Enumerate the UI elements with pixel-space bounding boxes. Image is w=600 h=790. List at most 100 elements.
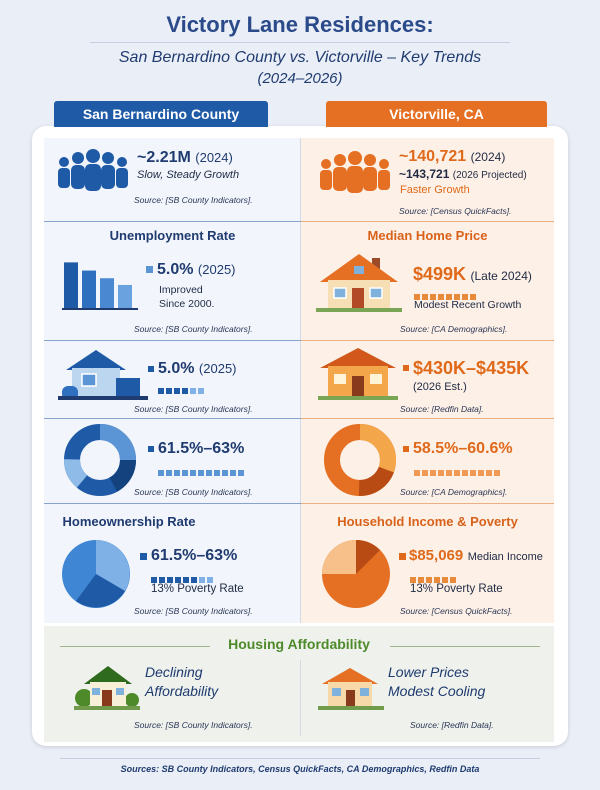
- population-right-projected-value: ~143,721: [399, 167, 450, 181]
- indicator-square: [222, 470, 228, 476]
- row5-right-note: 13% Poverty Rate: [410, 583, 503, 595]
- indicator-square: [182, 470, 188, 476]
- bullet-square: [148, 446, 154, 452]
- house-icon: [58, 350, 148, 400]
- bullet-square: [403, 365, 409, 371]
- chart-baseline: [62, 308, 138, 310]
- bullet-square: [148, 366, 154, 372]
- house-icon: [316, 254, 402, 312]
- blue-indicator-squares: [158, 381, 206, 399]
- indicator-square: [151, 577, 157, 583]
- population-left: ~2.21M (2024): [137, 149, 233, 167]
- indicator-square: [158, 470, 164, 476]
- source-label: Source: [SB County Indicators].: [134, 487, 253, 497]
- home-price-right: $499K (Late 2024): [413, 264, 532, 285]
- section-title-homeownership: Homeownership Rate: [62, 514, 196, 529]
- indicator-square: [430, 470, 436, 476]
- row3-left: 5.0% (2025): [158, 360, 237, 378]
- population-left-year: (2024): [195, 150, 233, 165]
- unemployment-year: (2025): [197, 262, 236, 277]
- column-header-left: San Bernardino County: [54, 101, 268, 127]
- source-label: Source: [Redfin Data].: [410, 720, 494, 730]
- indicator-square: [462, 294, 468, 300]
- indicator-square: [230, 470, 236, 476]
- bullet-square: [140, 553, 147, 560]
- bullet-square: [399, 553, 406, 560]
- source-label: Source: [SB County Indicators].: [134, 606, 253, 616]
- income-value: $85,069: [409, 547, 464, 564]
- indicator-square: [198, 388, 204, 394]
- section-title-income: Household Income & Poverty: [337, 514, 518, 529]
- unemployment-bar: [82, 270, 96, 308]
- indicator-square: [446, 294, 452, 300]
- indicator-square: [214, 470, 220, 476]
- footer-sources: Sources: SB County Indicators, Census Qu…: [120, 764, 480, 774]
- unemployment-bar: [64, 262, 78, 308]
- source-label: Source: [SB County Indicators].: [134, 195, 253, 205]
- unemployment-left: 5.0% (2025): [157, 261, 236, 279]
- source-label: Source: [CA Demographics].: [400, 324, 508, 334]
- indicator-square: [191, 577, 197, 583]
- title-divider: [90, 42, 510, 43]
- row-divider: [44, 221, 301, 222]
- indicator-square: [434, 577, 440, 583]
- population-right-value: ~140,721: [399, 148, 467, 165]
- source-label: Source: [SB County Indicators].: [134, 720, 253, 730]
- affordability-rule: [390, 646, 540, 647]
- row4-left-value: 61.5%–63%: [158, 440, 245, 457]
- row-divider: [301, 221, 554, 222]
- indicator-square: [167, 577, 173, 583]
- source-label: Source: [Census QuickFacts].: [400, 606, 513, 616]
- affordability-title: Housing Affordability: [228, 636, 370, 652]
- indicator-square: [174, 470, 180, 476]
- indicator-square: [438, 470, 444, 476]
- row4-right-value: 58.5%–60.6%: [413, 440, 513, 457]
- population-right-projected-year: (2026 Projected): [452, 170, 527, 181]
- indicator-square: [182, 388, 188, 394]
- indicator-square: [486, 470, 492, 476]
- row-divider: [301, 503, 554, 504]
- indicator-square: [446, 470, 452, 476]
- house-icon: [318, 668, 384, 710]
- unemployment-note-2: Since 2000.: [159, 298, 215, 310]
- people-icon: [320, 151, 390, 193]
- house-icon: [318, 348, 398, 400]
- row-divider: [44, 418, 301, 419]
- affordability-right-line1: Lower Prices: [388, 664, 469, 680]
- indicator-square: [442, 577, 448, 583]
- income-label: Median Income: [467, 551, 543, 563]
- footer-divider: [60, 758, 540, 759]
- row-divider: [44, 340, 301, 341]
- indicator-square: [190, 388, 196, 394]
- indicator-square: [462, 470, 468, 476]
- unemployment-note-1: Improved: [159, 284, 203, 296]
- page-years: (2024–2026): [257, 70, 343, 87]
- row-divider: [301, 340, 554, 341]
- unemployment-bar: [100, 278, 114, 308]
- population-right-projected: ~143,721 (2026 Projected): [399, 167, 527, 181]
- indicator-square: [410, 577, 416, 583]
- indicator-square: [430, 294, 436, 300]
- indicator-square: [478, 470, 484, 476]
- source-label: Source: [CA Demographics].: [400, 487, 508, 497]
- row-divider: [44, 503, 301, 504]
- orange-indicator-squares: [410, 570, 458, 588]
- section-title-unemployment: Unemployment Rate: [109, 228, 236, 243]
- indicator-square: [454, 470, 460, 476]
- blue-indicator-squares: [151, 570, 215, 588]
- population-left-note: Slow, Steady Growth: [137, 169, 240, 181]
- section-title-home-price: Median Home Price: [367, 228, 488, 243]
- source-label: Source: [SB County Indicators].: [134, 404, 253, 414]
- house-icon: [74, 666, 140, 710]
- affordability-left-line2: Affordability: [145, 683, 219, 699]
- page-subtitle: San Bernardino County vs. Victorville – …: [118, 49, 482, 66]
- pie-chart: [62, 540, 130, 608]
- column-divider: [300, 138, 301, 623]
- indicator-square: [183, 577, 189, 583]
- donut-chart: [64, 424, 136, 496]
- blue-indicator-squares: [158, 463, 246, 481]
- row3-left-value: 5.0%: [158, 360, 195, 377]
- home-price-note: Modest Recent Growth: [414, 299, 522, 311]
- affordability-right-line2: Modest Cooling: [388, 683, 486, 699]
- indicator-square: [174, 388, 180, 394]
